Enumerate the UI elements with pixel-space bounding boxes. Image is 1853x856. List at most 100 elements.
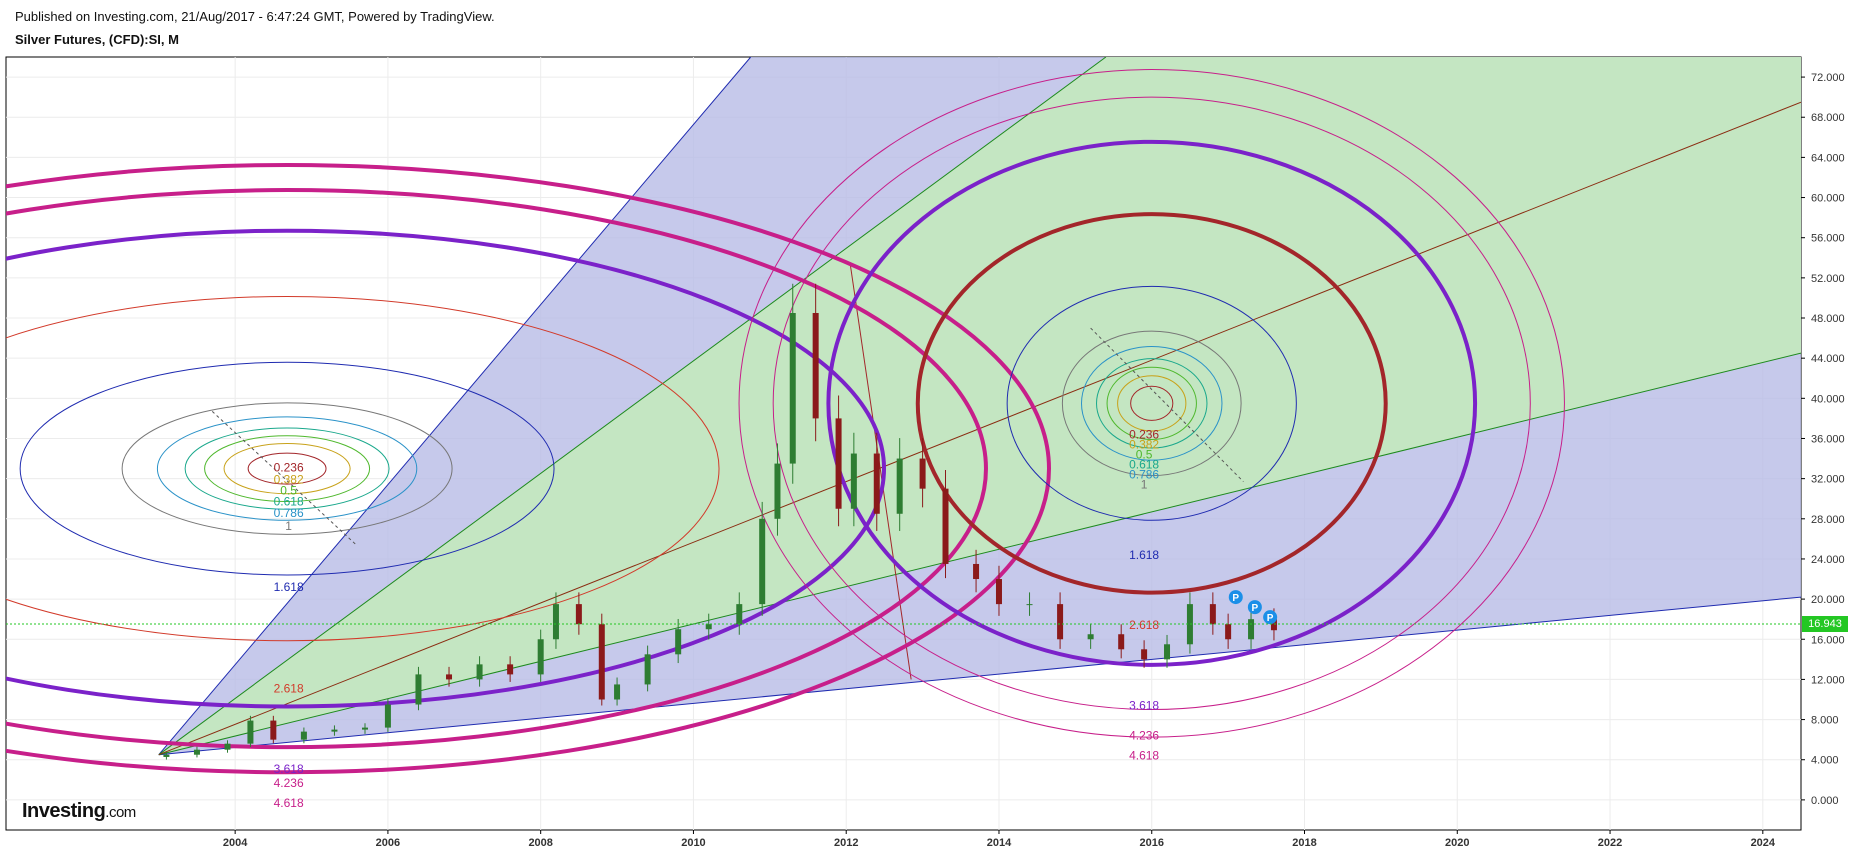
p-markers: PPP — [1228, 590, 1278, 625]
candle-body — [384, 704, 391, 728]
fib-circle-right — [1006, 285, 1297, 521]
logo-main: Investing — [22, 800, 106, 822]
x-tick-label: 2016 — [1140, 837, 1164, 849]
fib-circle-left — [247, 452, 327, 485]
fib-label-right: 4.236 — [1129, 729, 1159, 743]
x-tick-label: 2004 — [223, 837, 248, 849]
fib-label-right: 0.236 — [1129, 427, 1159, 441]
fib-label-right: 0.382 — [1129, 438, 1159, 452]
candle-body — [193, 749, 200, 755]
fib-label-right: 1.618 — [1129, 548, 1159, 562]
candle-body — [300, 731, 307, 740]
fib-label-left: 0.618 — [274, 495, 304, 509]
fib-circles — [6, 69, 1565, 775]
fib-circle-left — [223, 442, 351, 495]
candle-body — [789, 312, 796, 464]
x-tick-label: 2010 — [681, 837, 705, 849]
candle-body — [873, 453, 880, 514]
candle-body — [1270, 619, 1277, 631]
y-tick-label: 8.000 — [1811, 715, 1839, 727]
candle-body — [575, 604, 582, 625]
y-tick-label: 68.000 — [1811, 112, 1845, 124]
candle-body — [942, 488, 949, 564]
y-tick-label: 56.000 — [1811, 233, 1845, 245]
fib-circle-left — [156, 416, 418, 521]
axes: 2004 2006 2008 2010 2012 2014 2016 2018 2020 2022… — [223, 72, 1845, 849]
p-marker-label: P — [1267, 613, 1274, 624]
p-marker-label: P — [1232, 593, 1239, 604]
y-tick-label: 4.000 — [1811, 755, 1839, 767]
fib-label-left: 1 — [285, 519, 292, 533]
p-marker-circle — [1228, 590, 1243, 605]
fib-circle-right — [1081, 346, 1223, 461]
y-tick-label: 32.000 — [1811, 474, 1845, 486]
candle-body — [247, 720, 254, 744]
fib-circle-right — [1106, 366, 1197, 440]
fan-line-upper-green — [158, 57, 1107, 756]
candle-body — [476, 664, 483, 680]
fib-label-right: 4.618 — [1129, 749, 1159, 763]
y-tick-label: 12.000 — [1811, 674, 1845, 686]
candle-body — [552, 604, 559, 640]
y-tick-label: 40.000 — [1811, 393, 1845, 405]
p-marker-circle — [1263, 610, 1278, 625]
fib-circle-right — [772, 96, 1531, 711]
fib-label-right: 3.618 — [1129, 699, 1159, 713]
y-tick-label: 16.000 — [1811, 634, 1845, 646]
price-candles — [163, 283, 1277, 760]
y-tick-label: 72.000 — [1811, 72, 1845, 84]
candle-body — [1164, 644, 1171, 660]
candle-body — [973, 563, 980, 580]
candle-body — [919, 458, 926, 489]
y-tick-label: 64.000 — [1811, 152, 1845, 164]
published-note: Published on Investing.com, 21/Aug/2017 … — [15, 9, 495, 24]
candle-body — [270, 720, 277, 740]
fib-circle-left — [6, 228, 886, 709]
x-tick-label: 2022 — [1598, 837, 1622, 849]
candle-body — [774, 463, 781, 519]
fib-label-left: 0.5 — [280, 484, 297, 498]
candle-body — [163, 754, 170, 757]
y-tick-label: 60.000 — [1811, 193, 1845, 205]
fib-circle-right — [826, 139, 1478, 667]
fib-circle-left — [19, 361, 555, 576]
fan-inner-band — [158, 57, 1801, 755]
candle-body — [1087, 634, 1094, 640]
fib-circle-left — [184, 427, 390, 510]
fib-label-left: 0.786 — [274, 506, 304, 520]
fib-circle-right — [915, 212, 1388, 595]
candle-body — [1248, 619, 1255, 640]
fib-circle-left-axis — [211, 411, 358, 547]
fan-line-lower-green — [158, 352, 1801, 756]
y-tick-label: 28.000 — [1811, 514, 1845, 526]
fib-label-left: 0.382 — [274, 473, 304, 487]
candle-body — [507, 664, 514, 675]
y-tick-label: 44.000 — [1811, 353, 1845, 365]
fib-circle-left — [121, 402, 453, 535]
x-tick-label: 2008 — [528, 837, 552, 849]
candle-body — [224, 743, 231, 750]
fan-line-upper-blue — [158, 57, 752, 756]
candle-body — [736, 604, 743, 625]
fib-circle-right-axis — [1090, 327, 1244, 483]
fib-circle-right — [1061, 330, 1242, 477]
fib-label-left: 0.236 — [274, 461, 304, 475]
y-tick-label: 52.000 — [1811, 273, 1845, 285]
chart-title: Silver Futures, (CFD):SI, M — [15, 32, 179, 47]
x-tick-label: 2018 — [1292, 837, 1316, 849]
fib-circle-left — [204, 435, 371, 502]
candle-body — [644, 654, 651, 685]
candle-body — [850, 453, 857, 509]
candle-body — [598, 624, 605, 700]
fib-circle-right — [1130, 385, 1174, 421]
candle-body — [537, 639, 544, 675]
fib-circle-left — [6, 163, 1051, 775]
candle-body — [812, 312, 819, 419]
candle-body — [415, 674, 422, 705]
x-tick-label: 2006 — [376, 837, 400, 849]
candle-body — [1057, 604, 1064, 640]
fib-label-right: 0.5 — [1136, 448, 1153, 462]
p-marker-circle — [1247, 600, 1262, 615]
p-marker-label: P — [1252, 603, 1259, 614]
